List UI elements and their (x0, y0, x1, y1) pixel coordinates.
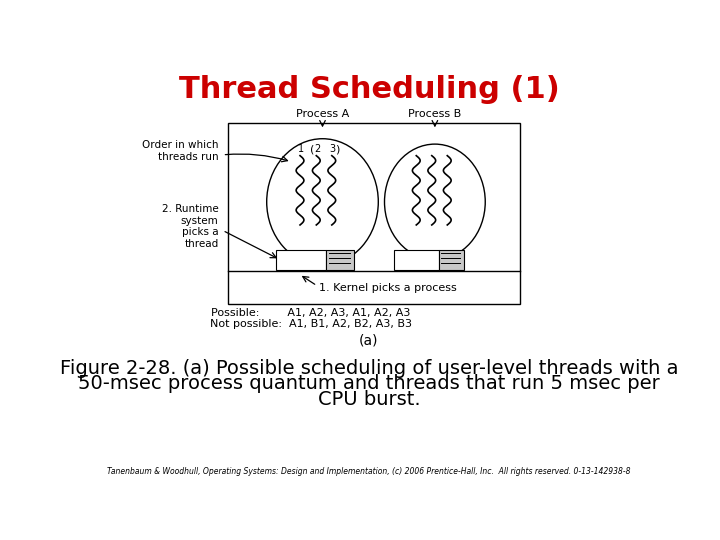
Text: 50-msec process quantum and threads that run 5 msec per: 50-msec process quantum and threads that… (78, 374, 660, 393)
Text: Possible:        A1, A2, A3, A1, A2, A3: Possible: A1, A2, A3, A1, A2, A3 (211, 308, 410, 318)
Text: 1. Kernel picks a process: 1. Kernel picks a process (319, 283, 456, 293)
Ellipse shape (266, 139, 378, 265)
Text: 2: 2 (314, 144, 320, 154)
Text: ): ) (335, 144, 339, 154)
Text: CPU burst.: CPU burst. (318, 390, 420, 409)
Ellipse shape (384, 144, 485, 260)
Bar (439, 249, 464, 269)
Text: Tanenbaum & Woodhull, Operating Systems: Design and Implementation, (c) 2006 Pre: Tanenbaum & Woodhull, Operating Systems:… (107, 467, 631, 476)
Text: Process B: Process B (408, 110, 462, 119)
Text: Process A: Process A (296, 110, 349, 119)
Text: (a): (a) (359, 334, 379, 347)
Text: 2. Runtime
system
picks a
thread: 2. Runtime system picks a thread (162, 204, 219, 249)
Text: (: ( (310, 144, 315, 154)
Bar (326, 249, 354, 269)
Text: Order in which
threads run: Order in which threads run (142, 140, 219, 162)
Bar (228, 123, 520, 303)
Text: Figure 2-28. (a) Possible scheduling of user-level threads with a: Figure 2-28. (a) Possible scheduling of … (60, 359, 678, 378)
Bar (276, 249, 326, 269)
Bar (394, 249, 439, 269)
Text: Thread Scheduling (1): Thread Scheduling (1) (179, 75, 559, 104)
Text: Not possible:  A1, B1, A2, B2, A3, B3: Not possible: A1, B1, A2, B2, A3, B3 (210, 319, 412, 328)
Text: 3: 3 (330, 144, 336, 154)
Text: 1: 1 (298, 144, 304, 154)
